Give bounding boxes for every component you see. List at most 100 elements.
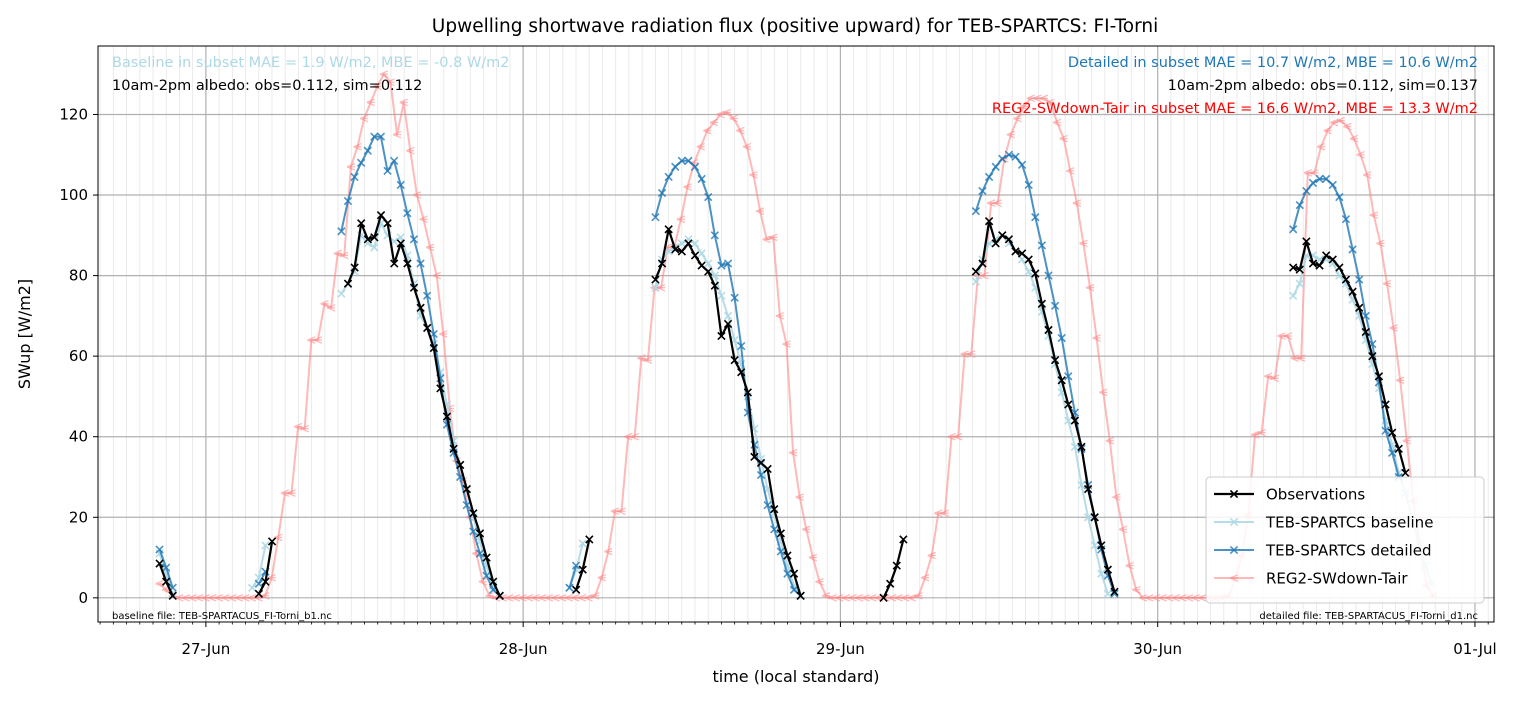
observations-point	[1050, 356, 1060, 365]
observations-point	[750, 452, 759, 462]
observations-point	[267, 537, 277, 546]
reg2-point	[736, 126, 745, 135]
legend-baseline-point	[1229, 517, 1239, 527]
detailed-point	[730, 293, 739, 302]
detailed-series	[155, 132, 1403, 600]
baseline-point	[1083, 513, 1093, 522]
detailed-point	[1348, 245, 1357, 254]
detailed-point	[717, 261, 726, 270]
observations-point	[383, 219, 392, 228]
reg2-point	[373, 82, 382, 91]
detailed-point	[1354, 275, 1364, 284]
detailed-point	[1050, 301, 1060, 310]
observations-point	[651, 275, 660, 284]
observations-point	[664, 225, 673, 234]
reg2-point	[1343, 122, 1352, 131]
reg2-point	[300, 424, 309, 433]
reg2-point	[656, 283, 666, 292]
observations-point	[899, 535, 908, 544]
reg2-point	[1362, 171, 1372, 179]
detailed-point	[710, 231, 720, 240]
observations-point	[776, 529, 785, 538]
observations-point	[363, 235, 372, 244]
baseline-point	[710, 271, 720, 280]
reg2-point	[1019, 102, 1029, 111]
reg2-point	[993, 199, 1002, 207]
observations-point	[482, 553, 491, 562]
reg2-point	[940, 509, 950, 518]
reg2-point	[1105, 436, 1115, 445]
plot-frame	[97, 45, 1495, 623]
reg2-point	[1376, 239, 1385, 248]
reg2-point	[1059, 134, 1068, 143]
reg2-point	[782, 340, 791, 348]
legend-label-detailed: TEB-SPARTCS detailed	[1265, 542, 1432, 560]
baseline-point	[704, 259, 713, 268]
detailed-point	[677, 156, 687, 165]
observations-point	[789, 569, 799, 578]
observations-point	[1110, 587, 1119, 596]
detailed-point	[1017, 160, 1027, 169]
observations-point	[886, 579, 895, 588]
reg2-point	[953, 432, 963, 441]
detailed-point	[664, 172, 673, 182]
observations-point	[357, 219, 366, 228]
baseline-file-annotation: baseline file: TEB-SPARTACUS_FI-Torni_b1…	[112, 611, 332, 622]
observations-point	[710, 281, 720, 290]
baseline-point	[1070, 442, 1080, 451]
observations-point	[1315, 261, 1324, 270]
observations-point	[350, 263, 359, 272]
reg2-point	[1118, 525, 1128, 534]
observations-point	[1302, 237, 1311, 246]
baseline-point	[1103, 589, 1113, 598]
detailed-point	[1004, 150, 1014, 159]
detailed-point	[690, 162, 700, 172]
observations-point	[436, 384, 445, 393]
reg2-point	[425, 243, 435, 252]
observations-point	[770, 505, 779, 514]
reg2-point	[1257, 428, 1266, 437]
baseline-point	[1090, 541, 1099, 550]
reg2-point	[1356, 150, 1365, 159]
reg2-point	[914, 592, 923, 600]
reg2-point	[920, 573, 930, 582]
observations-point	[495, 591, 504, 600]
detailed-point	[737, 341, 746, 351]
reg2-point	[1099, 388, 1108, 397]
detailed-point	[789, 585, 799, 594]
observations-point	[684, 239, 693, 248]
detailed-point	[657, 188, 667, 198]
y-tick-label: 40	[69, 428, 88, 446]
reg2-point	[742, 142, 752, 151]
observations-point	[697, 261, 706, 270]
detailed-point	[971, 206, 981, 216]
baseline-point	[1064, 416, 1073, 425]
reg2-point	[1395, 376, 1405, 385]
observations-point	[1295, 265, 1304, 274]
observations-point	[1044, 325, 1053, 335]
detailed-point	[783, 569, 792, 578]
observations-point	[1103, 565, 1113, 574]
observations-point	[429, 343, 438, 353]
observations-point	[1083, 484, 1093, 494]
observations-point	[343, 279, 353, 288]
reg2-point	[769, 233, 778, 242]
observations-point	[475, 529, 485, 538]
reg2-point	[643, 356, 653, 364]
detailed-point	[1361, 311, 1370, 321]
observations-point	[1368, 351, 1377, 361]
observations-point	[409, 283, 419, 292]
reg2-point	[1013, 114, 1022, 123]
observations-point	[442, 412, 452, 421]
observations-point	[578, 565, 587, 574]
detailed-point	[651, 213, 660, 222]
reg2-point	[353, 142, 362, 151]
y-tick-label: 60	[69, 347, 88, 365]
observations-point	[403, 259, 412, 268]
observations-point	[1374, 372, 1384, 381]
reg2-point	[439, 330, 448, 338]
x-axis-label: time (local standard)	[712, 667, 879, 686]
reg2-point	[1125, 561, 1134, 570]
detailed-point	[1328, 180, 1337, 190]
observations-point	[723, 319, 733, 329]
